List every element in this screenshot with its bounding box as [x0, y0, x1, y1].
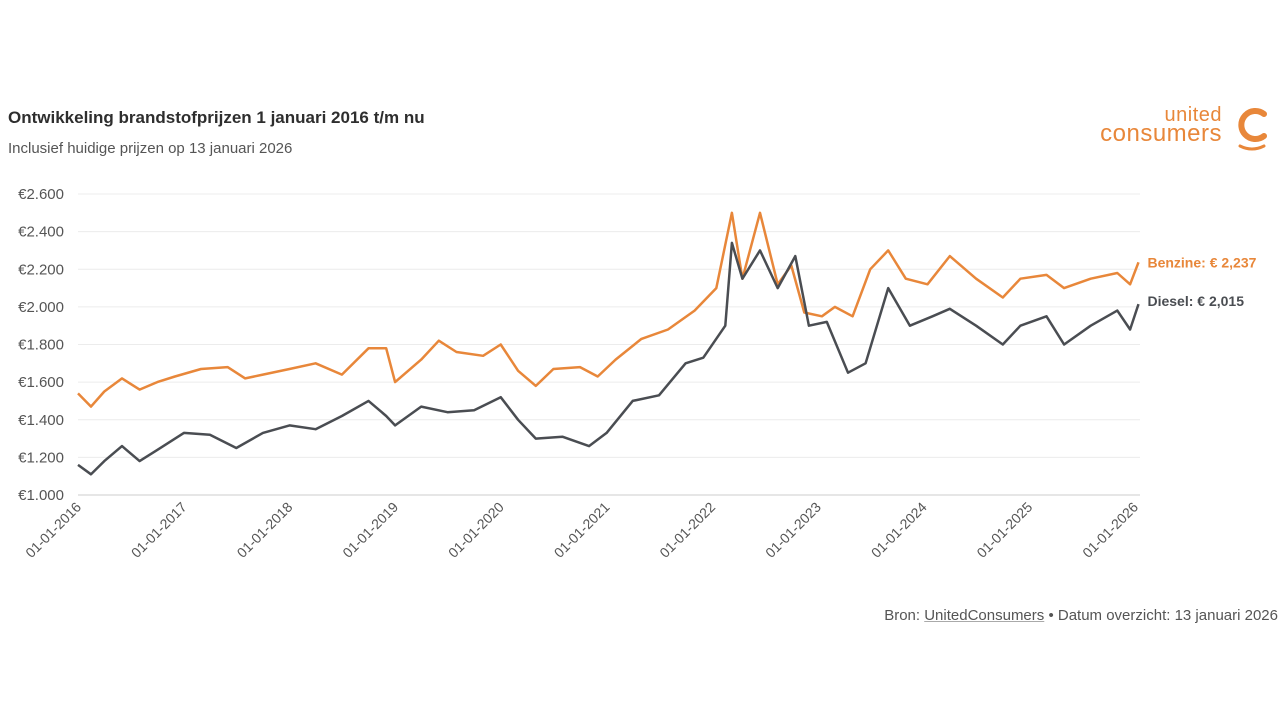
- y-tick-label: €1.800: [18, 337, 64, 354]
- x-tick-label: 01-01-2022: [656, 499, 718, 561]
- end-label-diesel: Diesel: € 2,015: [1147, 293, 1244, 309]
- x-tick-label: 01-01-2026: [1079, 499, 1141, 561]
- chart-subtitle: Inclusief huidige prijzen op 13 januari …: [8, 140, 293, 157]
- logo-text-united: united: [1164, 104, 1222, 126]
- chart-title: Ontwikkeling brandstofprijzen 1 januari …: [8, 108, 425, 127]
- x-tick-label: 01-01-2023: [762, 499, 824, 561]
- x-tick-label: 01-01-2016: [22, 499, 84, 561]
- x-tick-label: 01-01-2025: [973, 499, 1035, 561]
- y-tick-label: €2.600: [18, 186, 64, 203]
- logo-c-icon: [1238, 108, 1267, 151]
- date-overview: • Datum overzicht: 13 januari 2026: [1044, 607, 1278, 624]
- series-line-diesel: [77, 241, 1140, 476]
- y-tick-label: €1.600: [18, 374, 64, 391]
- y-tick-label: €1.400: [18, 412, 64, 429]
- logo-text-consumers: consumers: [1100, 120, 1222, 147]
- x-tick-label: 01-01-2024: [868, 499, 930, 561]
- source-prefix: Bron:: [884, 607, 925, 624]
- x-tick-label: 01-01-2018: [234, 499, 296, 561]
- x-tick-label: 01-01-2021: [551, 499, 613, 561]
- x-tick-label: 01-01-2019: [339, 499, 401, 561]
- x-tick-label: 01-01-2020: [445, 499, 507, 561]
- y-tick-label: €1.000: [18, 487, 64, 504]
- x-tick-label: 01-01-2017: [128, 499, 190, 561]
- source-link[interactable]: UnitedConsumers: [924, 607, 1045, 624]
- y-tick-label: €2.000: [18, 299, 64, 316]
- series-line-benzine: [77, 211, 1140, 408]
- y-tick-label: €2.200: [18, 261, 64, 278]
- y-tick-label: €2.400: [18, 224, 64, 241]
- y-tick-label: €1.200: [18, 449, 64, 466]
- source-footer: Bron: UnitedConsumers • Datum overzicht:…: [884, 607, 1278, 624]
- unitedconsumers-logo: united consumers: [1096, 104, 1276, 154]
- end-label-benzine: Benzine: € 2,237: [1147, 254, 1256, 270]
